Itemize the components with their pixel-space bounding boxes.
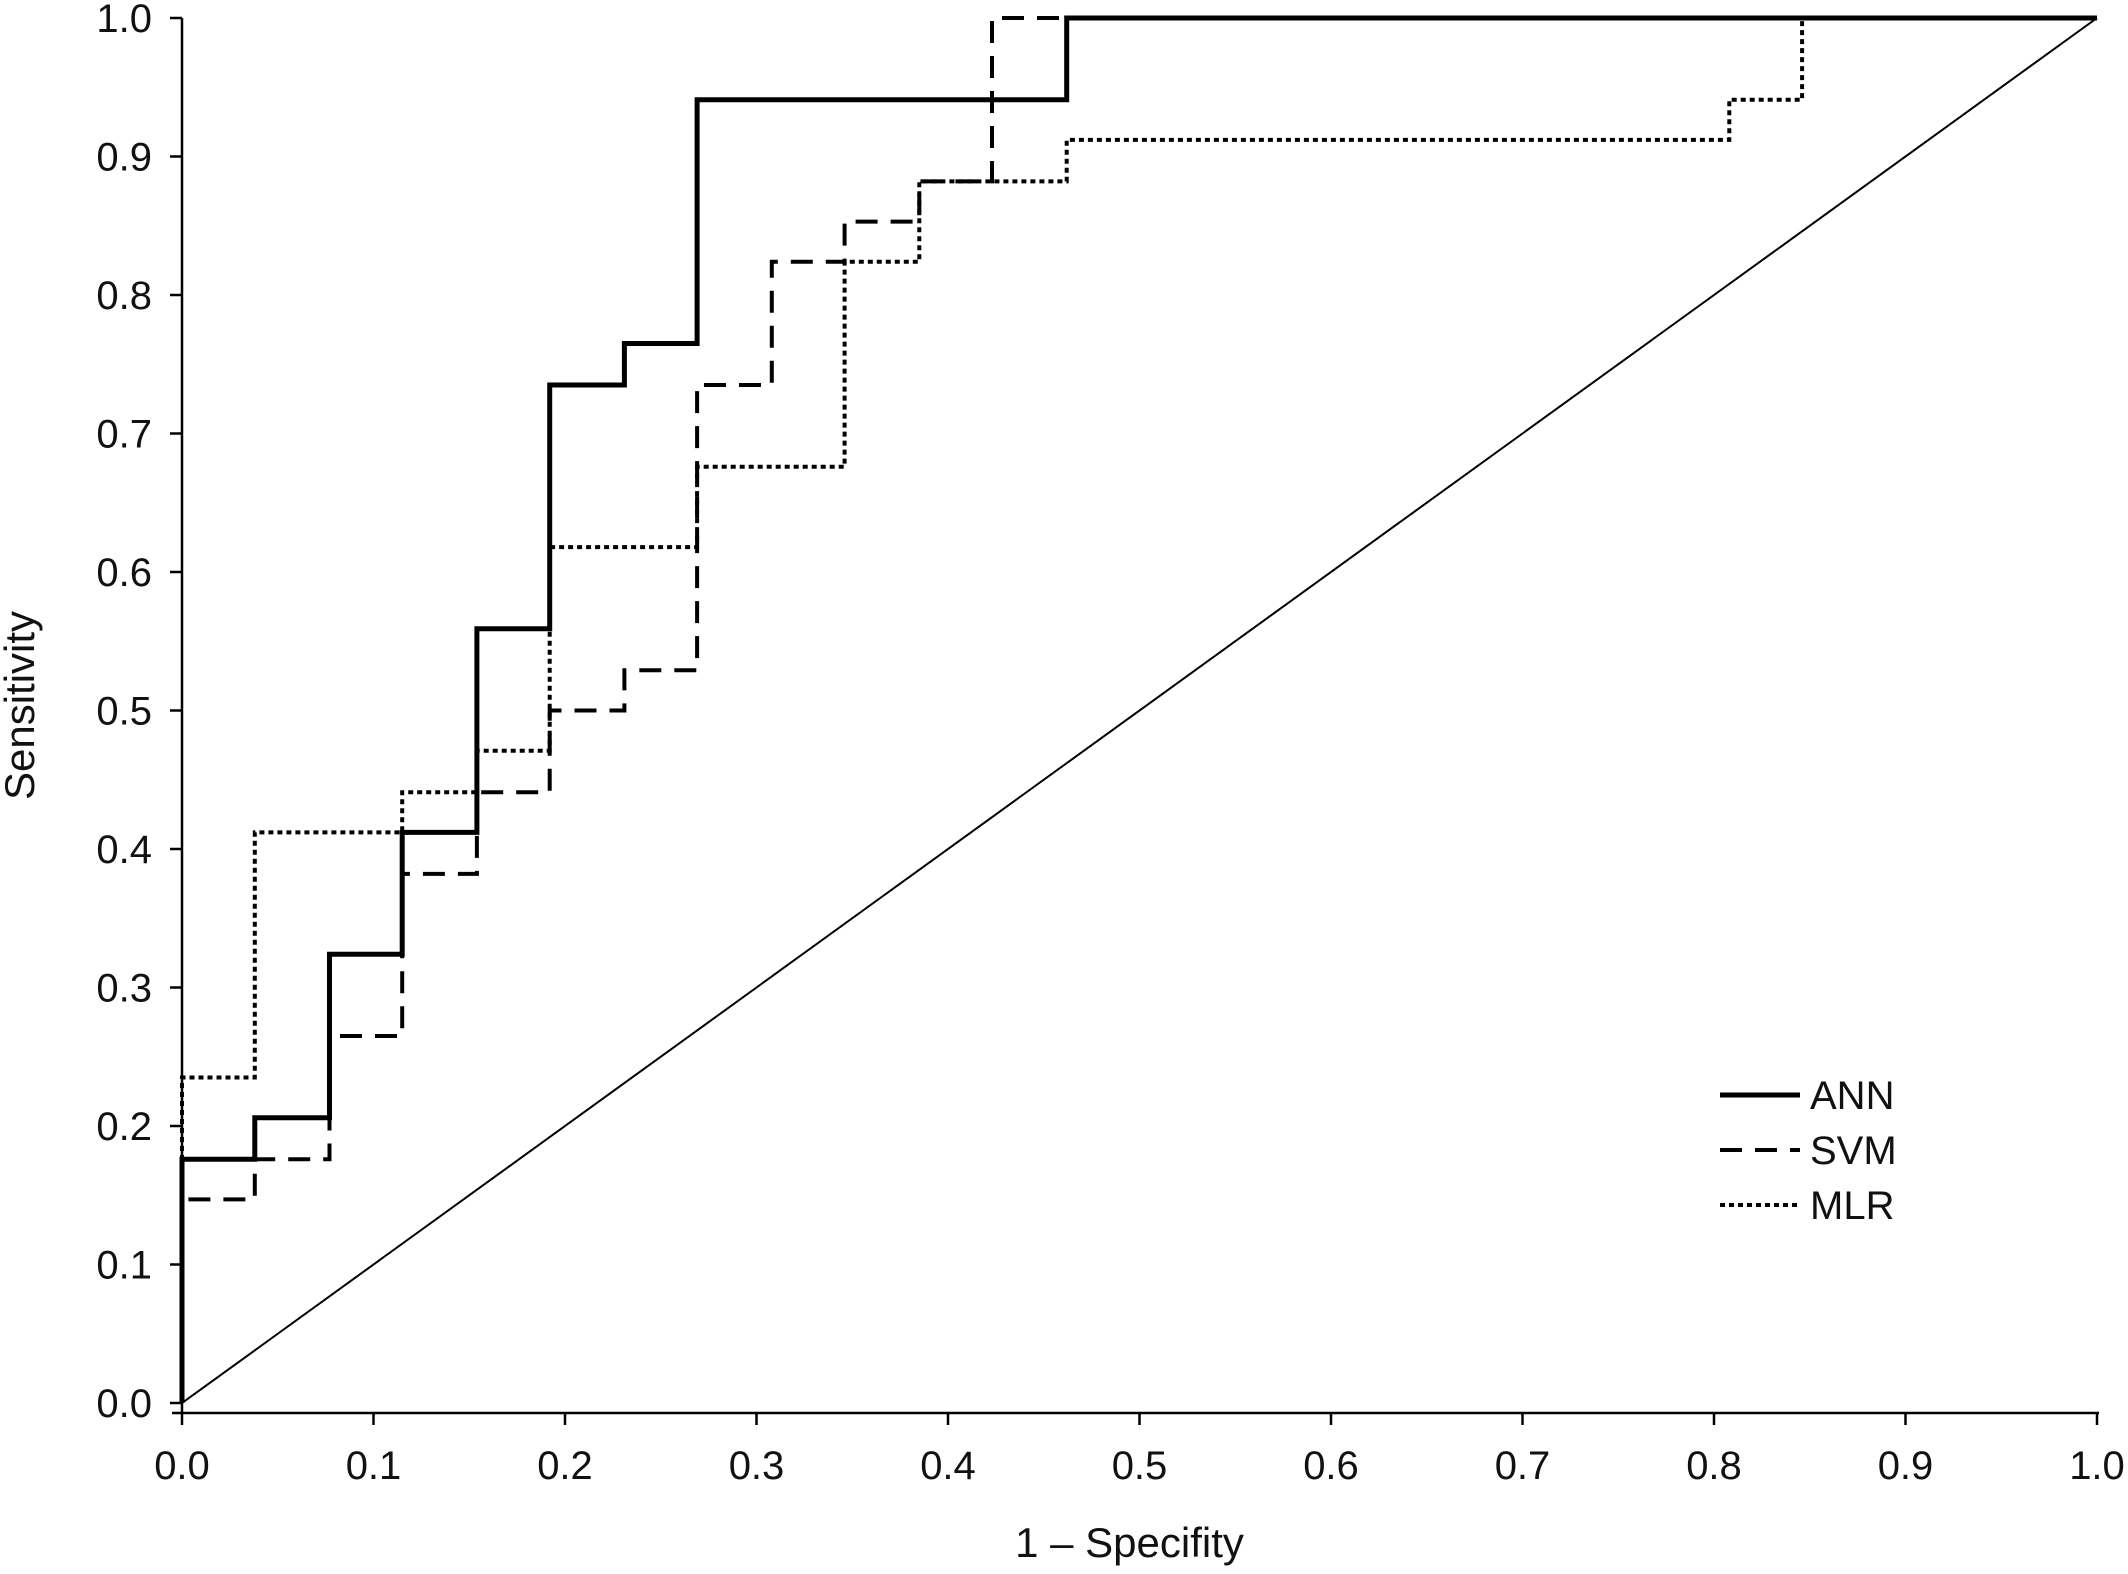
x-tick-label: 0.7 xyxy=(1495,1444,1551,1488)
x-tick-label: 0.6 xyxy=(1303,1444,1359,1488)
y-tick-label: 0.8 xyxy=(96,274,152,318)
x-tick-label: 0.5 xyxy=(1112,1444,1168,1488)
series-line-svm xyxy=(180,16,2097,1403)
y-tick-label: 0.3 xyxy=(96,967,152,1011)
y-tick-label: 0.7 xyxy=(96,413,152,457)
legend-label-mlr: MLR xyxy=(1810,1184,1894,1228)
x-tick-label: 0.1 xyxy=(346,1444,402,1488)
reference-diagonal-line xyxy=(181,17,2098,1404)
y-tick-label: 1.0 xyxy=(96,0,152,41)
y-tick-label: 0.4 xyxy=(96,828,152,872)
series-line-mlr xyxy=(180,16,2097,1403)
x-tick-label: 1.0 xyxy=(2069,1444,2125,1488)
x-tick-label: 0.4 xyxy=(920,1444,976,1488)
x-tick-label: 0.3 xyxy=(729,1444,785,1488)
legend-label-ann: ANN xyxy=(1810,1074,1894,1118)
y-tick-label: 0.2 xyxy=(96,1105,152,1149)
y-axis-title: Sensitivity xyxy=(0,611,43,800)
y-tick-label: 0.0 xyxy=(96,1382,152,1426)
x-axis-title: 1 – Specifity xyxy=(1015,1519,1244,1566)
x-tick-label: 0.2 xyxy=(537,1444,593,1488)
y-tick-label: 0.9 xyxy=(96,136,152,180)
x-tick-label: 0.0 xyxy=(154,1444,210,1488)
legend: ANN SVM MLR xyxy=(1720,1074,1897,1228)
y-tick-label: 0.1 xyxy=(96,1244,152,1288)
y-tick-label: 0.5 xyxy=(96,690,152,734)
y-tick-label: 0.6 xyxy=(96,551,152,595)
x-tick-label: 0.9 xyxy=(1878,1444,1934,1488)
series-line-ann xyxy=(179,15,2097,1403)
legend-label-svm: SVM xyxy=(1810,1129,1897,1173)
x-tick-label: 0.8 xyxy=(1686,1444,1742,1488)
